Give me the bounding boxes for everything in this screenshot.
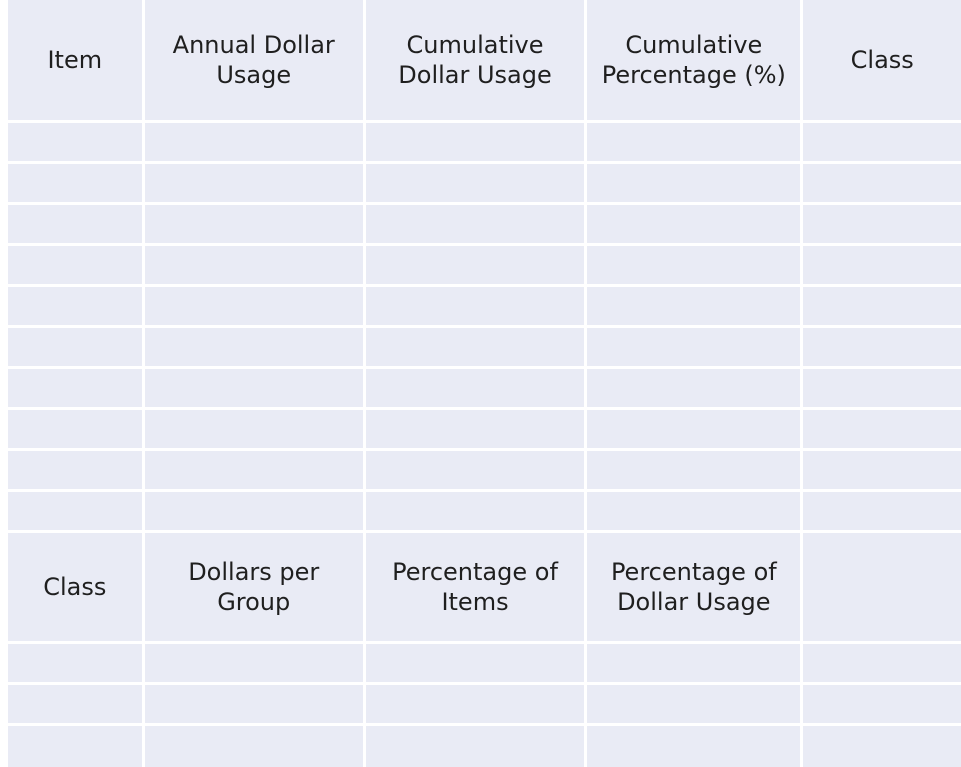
table-cell[interactable] [365,492,585,530]
table1-row [8,205,961,243]
header-class: Class [8,533,142,641]
header-item: Item [8,0,142,120]
table-cell[interactable] [803,164,961,202]
header-dollars-per-group: Dollars per Group [144,533,363,641]
table1-header-row: Item Annual Dollar Usage Cumulative Doll… [8,0,961,120]
table-cell[interactable] [587,451,801,489]
table-cell[interactable] [8,164,142,202]
table1-row [8,328,961,366]
table-cell[interactable] [144,164,363,202]
table-cell[interactable] [8,123,142,161]
table-cell[interactable] [8,451,142,489]
table-cell[interactable] [8,410,142,448]
table-cell[interactable] [365,685,585,723]
header-percentage-of-items: Percentage of Items [365,533,585,641]
table-cell[interactable] [587,369,801,407]
table-cell[interactable] [587,287,801,325]
table-cell[interactable] [144,685,363,723]
table-cell[interactable] [587,164,801,202]
table-cell[interactable] [8,205,142,243]
table1-row [8,451,961,489]
table-cell[interactable] [587,123,801,161]
table1-row [8,287,961,325]
table-cell[interactable] [365,410,585,448]
table1-row [8,492,961,530]
table1-row [8,369,961,407]
table-cell[interactable] [803,205,961,243]
table-cell[interactable] [8,492,142,530]
table-cell[interactable] [365,246,585,284]
table1-row [8,410,961,448]
table-cell[interactable] [8,246,142,284]
table-cell[interactable] [587,644,801,682]
table-cell[interactable] [144,205,363,243]
header-cumulative-dollar-usage: Cumulative Dollar Usage [365,0,585,120]
table-cell[interactable] [587,205,801,243]
table-cell[interactable] [365,369,585,407]
table-cell[interactable] [803,246,961,284]
table-cell[interactable] [803,644,961,682]
table-cell[interactable] [144,410,363,448]
table-cell[interactable] [803,685,961,723]
table-cell[interactable] [144,451,363,489]
table-cell[interactable] [365,644,585,682]
table-cell[interactable] [144,726,363,767]
table-cell[interactable] [803,726,961,767]
table-cell[interactable] [803,451,961,489]
table-cell[interactable] [144,246,363,284]
table-cell[interactable] [365,726,585,767]
table2-header-row: Class Dollars per Group Percentage of It… [8,533,961,641]
table-cell[interactable] [8,726,142,767]
header-empty [803,533,961,641]
table-cell[interactable] [8,685,142,723]
table-cell[interactable] [587,492,801,530]
header-class: Class [803,0,961,120]
header-percentage-of-dollar-usage: Percentage of Dollar Usage [587,533,801,641]
table-cell[interactable] [8,287,142,325]
table-cell[interactable] [365,287,585,325]
table-cell[interactable] [803,369,961,407]
table-cell[interactable] [803,287,961,325]
table-cell[interactable] [144,328,363,366]
table-cell[interactable] [803,123,961,161]
table-cell[interactable] [587,410,801,448]
table-cell[interactable] [365,164,585,202]
table-cell[interactable] [803,410,961,448]
header-annual-dollar-usage: Annual Dollar Usage [144,0,363,120]
table-cell[interactable] [587,685,801,723]
table-cell[interactable] [587,246,801,284]
table2-row [8,726,961,767]
table-cell[interactable] [144,369,363,407]
table-cell[interactable] [803,328,961,366]
table-cell[interactable] [144,492,363,530]
header-cumulative-percentage: Cumulative Percentage (%) [587,0,801,120]
table-cell[interactable] [144,123,363,161]
table-cell[interactable] [365,123,585,161]
table-cell[interactable] [365,205,585,243]
table-cell[interactable] [8,369,142,407]
table1-row [8,164,961,202]
table-cell[interactable] [587,726,801,767]
table2-row [8,685,961,723]
table-cell[interactable] [803,492,961,530]
table-cell[interactable] [365,451,585,489]
table1-row [8,246,961,284]
table-cell[interactable] [8,644,142,682]
table-cell[interactable] [144,644,363,682]
table2-row [8,644,961,682]
table-cell[interactable] [587,328,801,366]
table1-row [8,123,961,161]
table-cell[interactable] [144,287,363,325]
table-cell[interactable] [8,328,142,366]
table-cell[interactable] [365,328,585,366]
